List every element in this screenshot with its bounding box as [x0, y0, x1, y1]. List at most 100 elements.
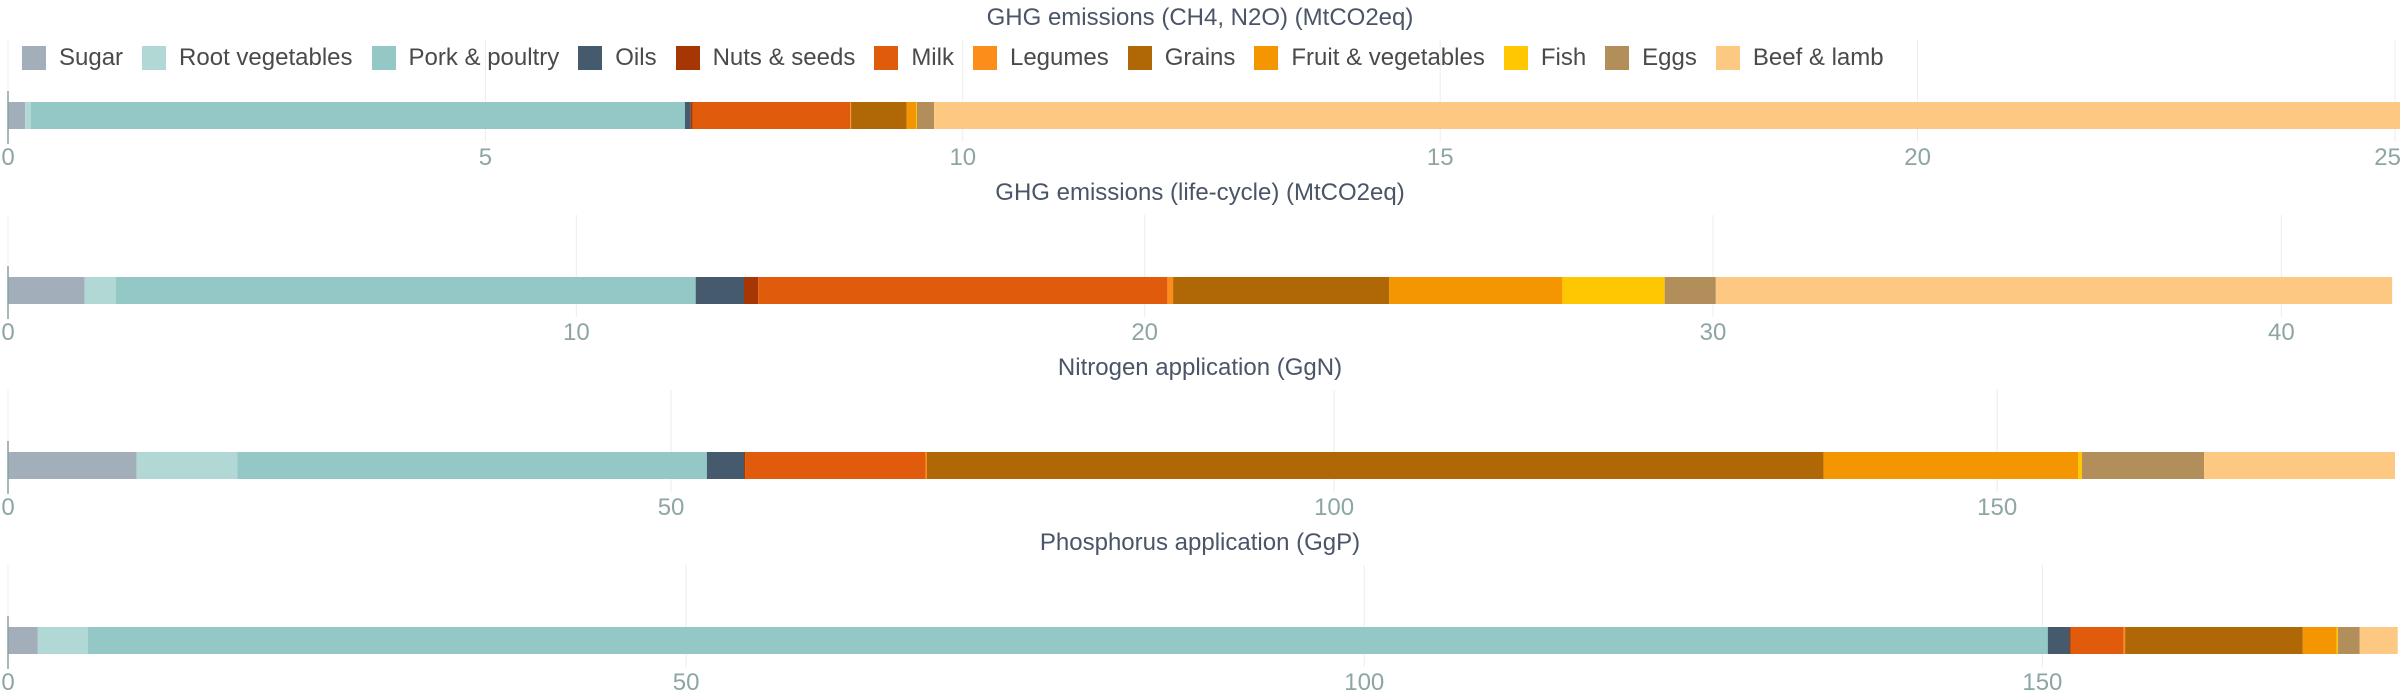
x-tick-label: 150: [2022, 669, 2062, 696]
bar-segment: [1167, 277, 1174, 304]
legend-item[interactable]: Grains: [1127, 44, 1236, 72]
bar-segment: [2359, 627, 2398, 654]
x-tick-label: 40: [2268, 319, 2295, 346]
x-tick-label: 30: [1700, 319, 1727, 346]
legend-label: Root vegetables: [179, 44, 353, 71]
x-tick-label: 100: [1314, 494, 1354, 521]
legend-item[interactable]: Sugar: [22, 44, 123, 72]
chart-legend: Sugar Root vegetables Pork & poultry Oils Nu…: [22, 42, 1903, 74]
legend-swatch: [371, 46, 396, 70]
bar-segment: [906, 102, 917, 129]
legend-swatch: [1254, 46, 1279, 70]
legend-label: Fruit & vegetables: [1291, 44, 1485, 71]
bar-segment: [851, 102, 907, 129]
bar-segment: [925, 452, 927, 479]
chart-panel: Nitrogen application (GgN) 0 50 100 150: [1, 354, 2395, 521]
chart-title: Phosphorus application (GgP): [1040, 529, 1360, 556]
bar-segment: [758, 277, 1168, 304]
bar-segment: [850, 102, 852, 129]
legend-item[interactable]: Fish: [1503, 44, 1586, 72]
bar-segment: [684, 102, 691, 129]
bar-segment: [37, 627, 89, 654]
bar-segment: [916, 102, 935, 129]
x-tick-label: 150: [1977, 494, 2017, 521]
legend-item[interactable]: Nuts & seeds: [675, 44, 856, 72]
x-tick-label: 0: [1, 494, 14, 521]
chart-panel: GHG emissions (life-cycle) (MtCO2eq) 0 10 2…: [1, 179, 2393, 346]
bar-segment: [8, 277, 85, 304]
legend-item[interactable]: Oils: [578, 44, 657, 72]
bar-segment: [2204, 452, 2395, 479]
x-tick-label: 10: [949, 144, 976, 171]
bar-segment: [8, 102, 26, 129]
bar-segment: [115, 277, 696, 304]
legend-swatch: [578, 46, 603, 70]
chart-panel: GHG emissions (CH4, N2O) (MtCO2eq) 0 5 10 15…: [1, 4, 2400, 171]
bar-segment: [237, 452, 707, 479]
bar-segment: [692, 102, 851, 129]
bar-segment: [2336, 627, 2339, 654]
bar-segment: [926, 452, 1824, 479]
legend-item[interactable]: Milk: [874, 44, 954, 72]
legend-label: Grains: [1164, 44, 1236, 71]
bar-segment: [2069, 627, 2071, 654]
bar-segment: [2078, 452, 2083, 479]
legend-label: Sugar: [59, 44, 124, 71]
legend-item[interactable]: Eggs: [1605, 44, 1697, 72]
legend-item[interactable]: Root vegetables: [142, 44, 353, 72]
legend-item[interactable]: Beef & lamb: [1715, 44, 1884, 72]
x-tick-label: 20: [1904, 144, 1931, 171]
bar-segment: [1664, 277, 1716, 304]
chart-title: GHG emissions (life-cycle) (MtCO2eq): [995, 179, 1404, 206]
x-tick-label: 50: [658, 494, 685, 521]
legend-swatch: [972, 46, 997, 70]
bar-segment: [934, 102, 2400, 129]
x-tick-label: 50: [673, 669, 700, 696]
legend-swatch: [1605, 46, 1630, 70]
legend-swatch: [675, 46, 700, 70]
legend-label: Milk: [911, 44, 954, 71]
legend-swatch: [1715, 46, 1740, 70]
x-tick-label: 100: [1344, 669, 1384, 696]
legend-swatch: [22, 46, 46, 70]
bar-segment: [1173, 277, 1390, 304]
legend-swatch: [874, 46, 899, 70]
legend-item[interactable]: Legumes: [972, 44, 1109, 72]
legend-label: Legumes: [1009, 44, 1109, 71]
bar-segment: [2082, 452, 2205, 479]
bar-segment: [690, 102, 693, 129]
x-tick-label: 15: [1427, 144, 1454, 171]
bar-segment: [84, 277, 116, 304]
legend-label: Pork & poultry: [408, 44, 560, 71]
legend-label: Eggs: [1642, 44, 1697, 71]
x-tick-label: 5: [479, 144, 492, 171]
bar-segment: [2338, 627, 2360, 654]
x-tick-label: 0: [1, 319, 14, 346]
bar-segment: [88, 627, 2048, 654]
bar-segment: [1562, 277, 1665, 304]
legend-swatch: [1503, 46, 1528, 70]
bar-segment: [743, 452, 746, 479]
x-tick-label: 10: [563, 319, 590, 346]
x-tick-label: 20: [1131, 319, 1158, 346]
bar-segment: [916, 102, 917, 129]
bar-segment: [1823, 452, 2079, 479]
chart-title: GHG emissions (CH4, N2O) (MtCO2eq): [987, 4, 1414, 31]
bar-segment: [8, 627, 38, 654]
bar-segment: [136, 452, 238, 479]
legend-swatch: [1127, 46, 1152, 70]
legend-item[interactable]: Fruit & vegetables: [1254, 44, 1485, 72]
legend-label: Nuts & seeds: [712, 44, 856, 71]
legend-item[interactable]: Pork & poultry: [371, 44, 560, 72]
bar-segment: [743, 277, 759, 304]
x-tick-label: 25: [2374, 144, 2400, 171]
bar-segment: [2123, 627, 2126, 654]
bar-segment: [2125, 627, 2303, 654]
bar-segment: [1715, 277, 2393, 304]
bar-segment: [706, 452, 744, 479]
legend-swatch: [142, 46, 167, 70]
bar-segment: [8, 452, 137, 479]
bar-segment: [25, 102, 31, 129]
x-tick-label: 0: [1, 144, 14, 171]
